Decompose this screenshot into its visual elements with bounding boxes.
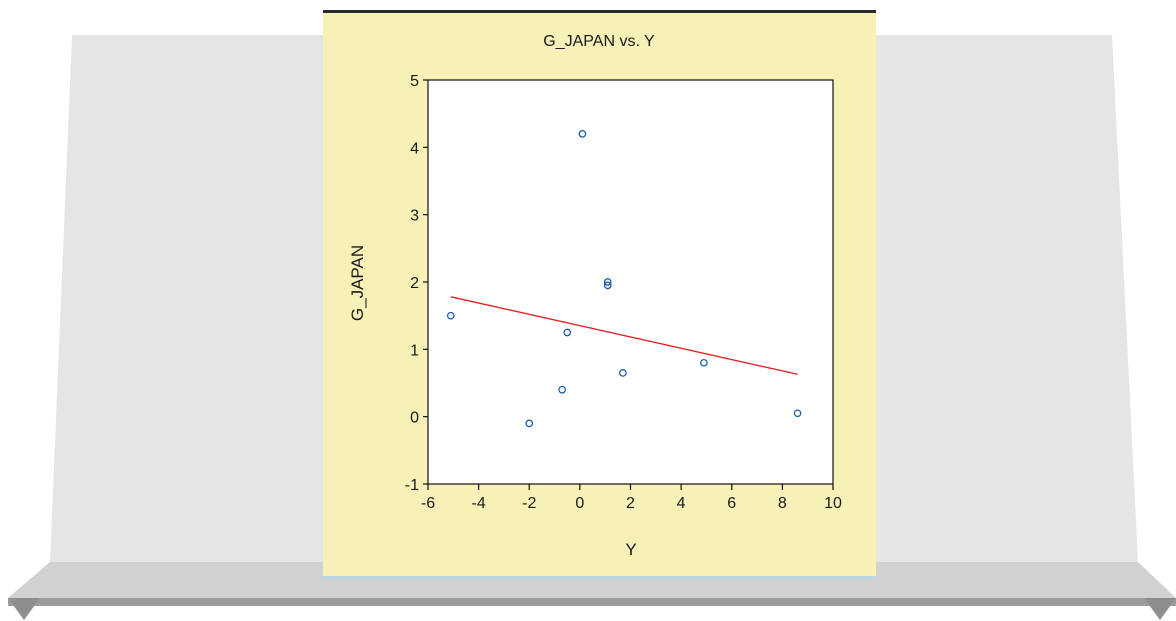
scatter-point xyxy=(603,281,612,290)
scatter-point xyxy=(563,328,572,337)
scatter-points xyxy=(446,130,802,428)
x-axis: -6 -4 -2 0 2 4 6 8 10 xyxy=(421,484,842,512)
x-tick-label: 4 xyxy=(677,495,686,512)
scatter-point xyxy=(619,369,627,377)
x-tick-label: 10 xyxy=(824,495,842,512)
x-tick-label: -4 xyxy=(472,495,486,512)
regression-line xyxy=(450,296,798,375)
y-tick-label: 0 xyxy=(410,410,419,427)
regression-line-layer xyxy=(450,296,798,375)
shelf-right-corner xyxy=(1144,598,1176,620)
chart-title: G_JAPAN vs. Y xyxy=(543,33,655,50)
scatter-point xyxy=(793,409,802,418)
shelf-edge xyxy=(8,598,1176,606)
shelf-left-corner xyxy=(8,598,40,620)
x-tick-label: -2 xyxy=(522,495,536,512)
y-axis-label: G_JAPAN xyxy=(348,245,367,321)
scatter-point xyxy=(700,358,708,367)
x-tick-label: 0 xyxy=(575,495,584,512)
x-tick-label: 2 xyxy=(626,495,635,512)
x-axis-label: Y xyxy=(625,540,636,559)
scatter-point xyxy=(525,419,534,428)
scatter-point xyxy=(446,311,455,320)
y-tick-label: 5 xyxy=(410,73,419,90)
y-tick-label: 1 xyxy=(410,342,419,359)
x-tick-label: -6 xyxy=(421,495,435,512)
y-tick-label: 4 xyxy=(410,140,419,157)
y-axis: -1 0 1 2 3 4 5 xyxy=(405,73,428,494)
scatter-point xyxy=(603,278,612,286)
scatter-point xyxy=(578,130,587,138)
y-tick-label: 2 xyxy=(410,275,419,292)
plot-area xyxy=(427,79,834,485)
x-tick-label: 8 xyxy=(778,495,787,512)
shelf-top xyxy=(8,562,1176,598)
y-tick-label: -1 xyxy=(405,477,419,494)
chart-panel-bottom-border xyxy=(323,576,876,579)
x-tick-label: 6 xyxy=(727,495,736,512)
chart-panel-top-border xyxy=(323,10,876,13)
y-tick-label: 3 xyxy=(410,208,419,225)
scatter-point xyxy=(558,385,567,394)
chart-card: G_JAPAN vs. Y -1 0 1 2 3 4 5 -6 -4 -2 0 2 4 6 8 10 Y G… xyxy=(323,10,876,579)
